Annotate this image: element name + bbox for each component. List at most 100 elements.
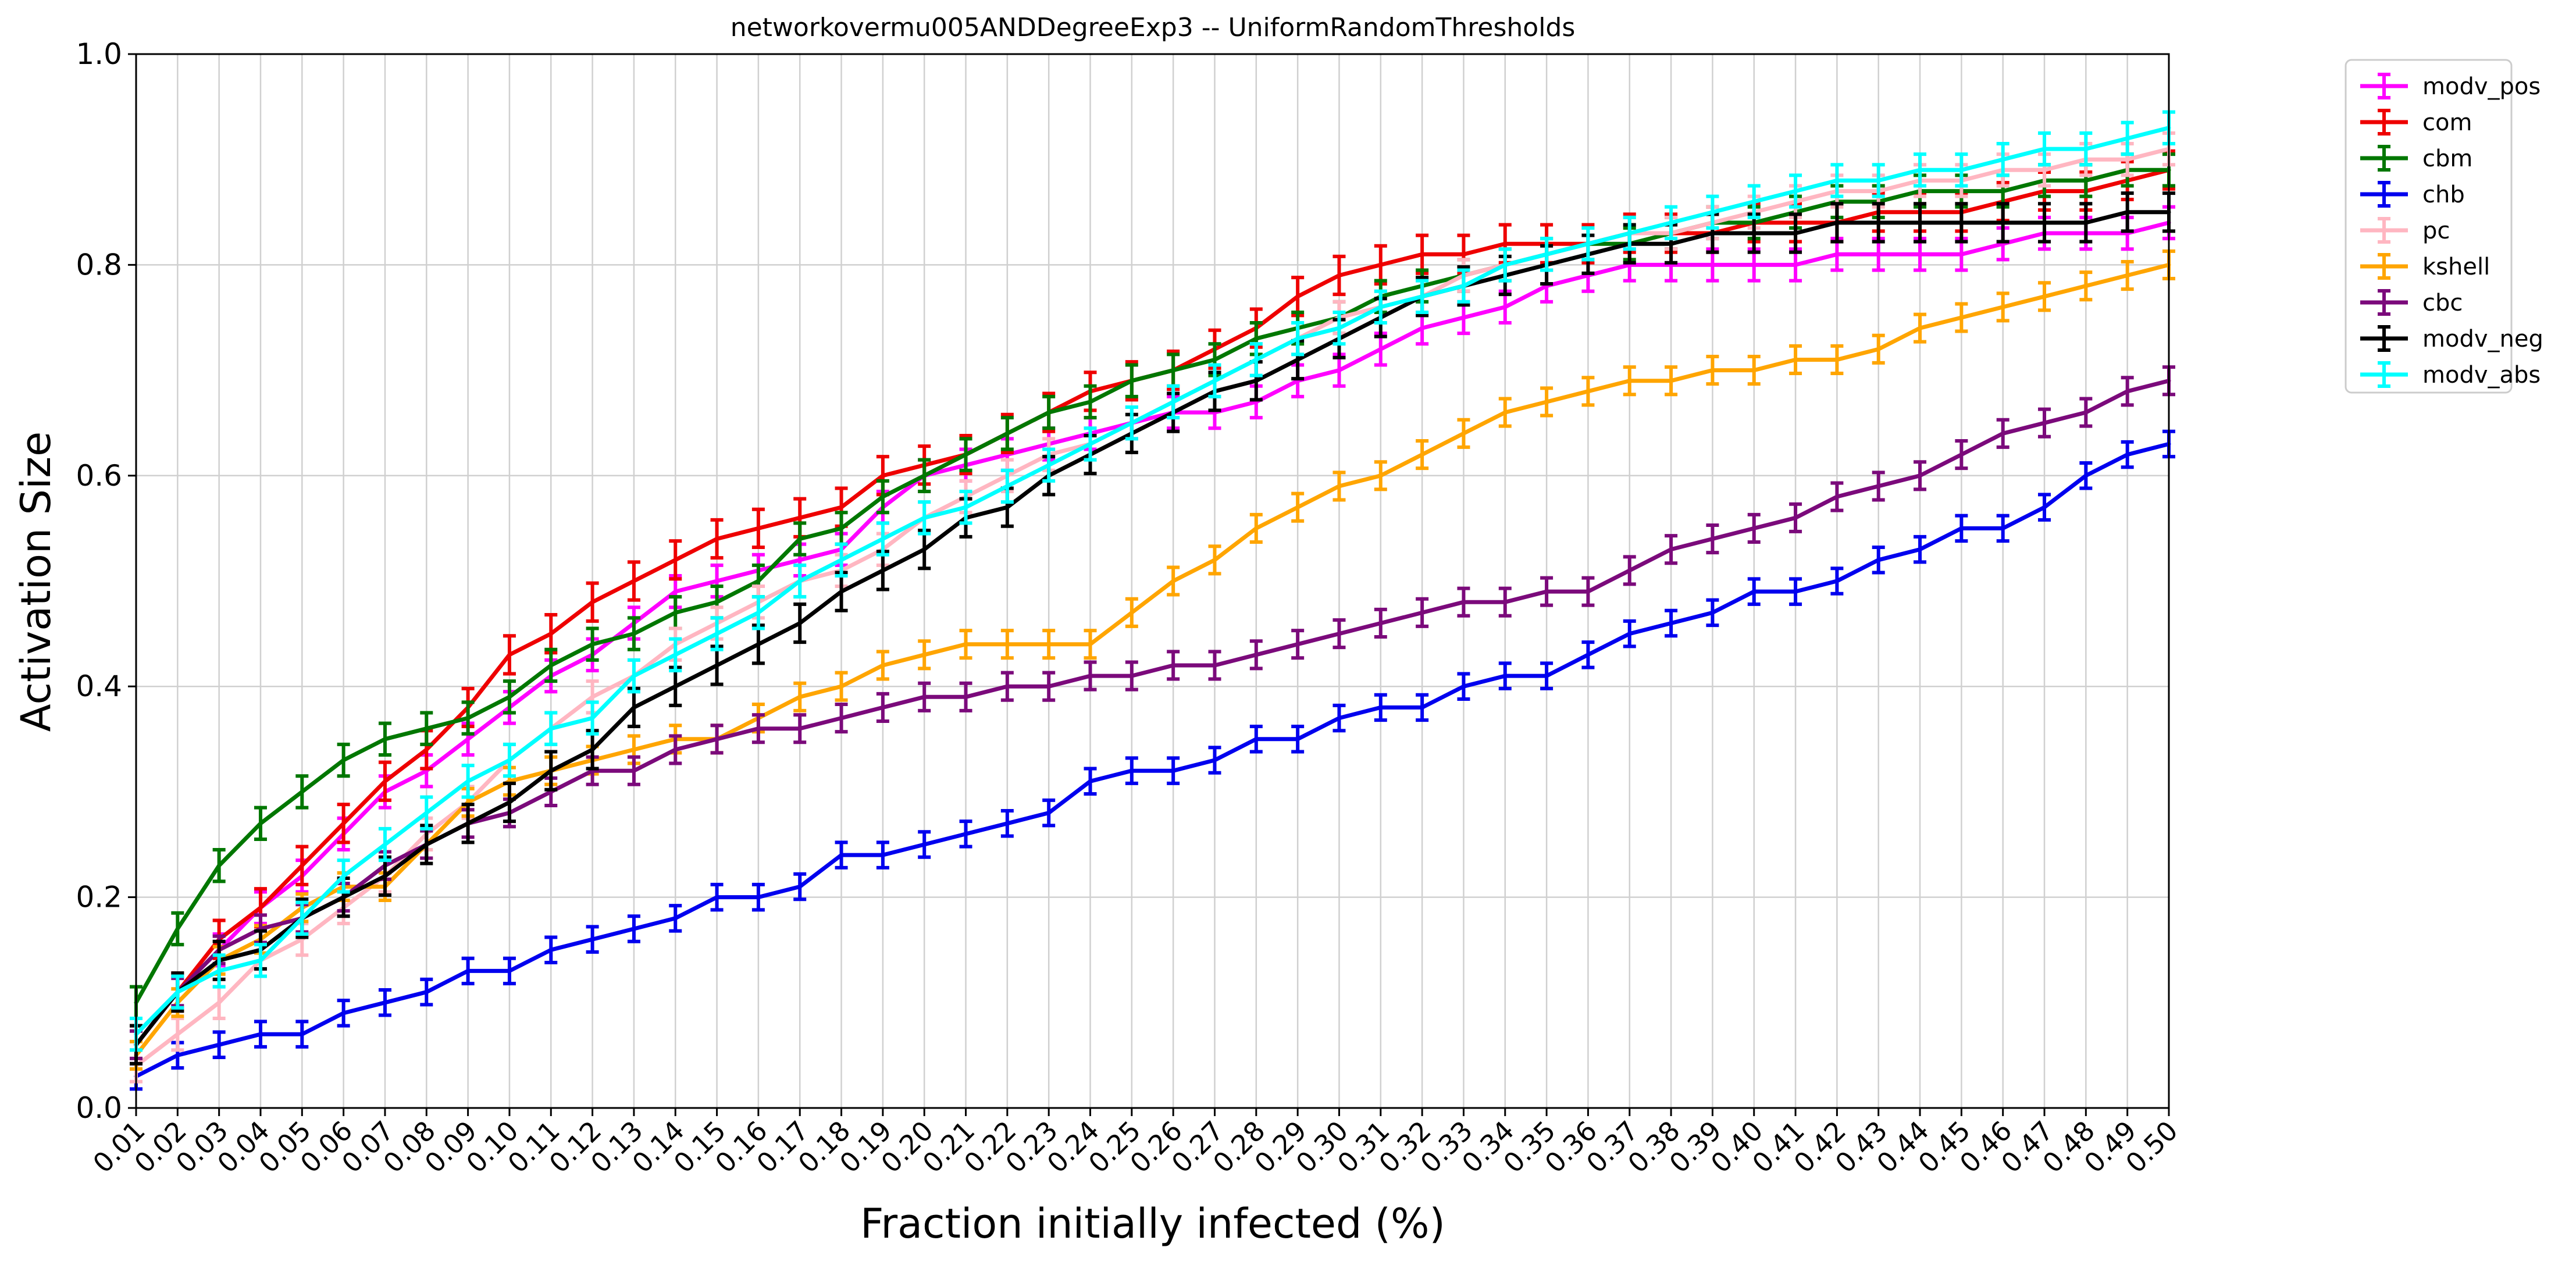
legend-item-cbm: cbm: [2360, 145, 2472, 172]
error-bar-kshell: [1830, 344, 1844, 376]
error-bar-modv_abs: [1830, 163, 1844, 198]
error-bar-cbc: [1374, 607, 1387, 639]
error-bar-kshell: [1125, 597, 1138, 628]
error-bar-cbm: [171, 911, 184, 947]
error-bar-chb: [835, 840, 848, 870]
legend-label: com: [2422, 109, 2472, 136]
error-bar-modv_abs: [171, 974, 184, 1010]
error-bar-chb: [461, 956, 475, 986]
error-bar-modv_abs: [1498, 247, 1512, 283]
error-bar-com: [586, 581, 599, 623]
error-bar-pc: [171, 1016, 184, 1052]
error-bar-cbc: [1540, 576, 1554, 607]
error-bar-chb: [1000, 809, 1014, 838]
error-bar-modv_abs: [669, 637, 682, 673]
error-bar-modv_abs: [1996, 142, 2010, 177]
error-bar-cbc: [1996, 418, 2010, 449]
error-bar-chb: [1581, 640, 1595, 669]
error-bar-cbc: [751, 713, 765, 744]
error-bar-modv_neg: [1872, 202, 1885, 244]
error-bar-modv_abs: [1291, 321, 1305, 357]
error-bar-modv_abs: [1084, 426, 1097, 462]
y-tick-label: 1.0: [76, 37, 122, 71]
error-bar-chb: [1789, 577, 1802, 606]
error-bar-modv_abs: [1581, 226, 1595, 262]
error-bar-chb: [1167, 756, 1180, 785]
error-bar-chb: [1332, 703, 1346, 733]
error-bar-chb: [1084, 767, 1097, 796]
error-bar-modv_abs: [212, 953, 226, 989]
legend-label: pc: [2422, 218, 2450, 244]
error-bar-cbm: [586, 626, 599, 662]
error-bar-cbc: [1623, 555, 1636, 586]
error-bar-chb: [1291, 725, 1305, 754]
error-bar-chb: [1872, 546, 1885, 575]
error-bar-modv_neg: [2121, 191, 2134, 233]
error-bar-chb: [586, 925, 599, 954]
error-bar-chb: [1914, 534, 1927, 564]
error-bar-modv_abs: [2038, 131, 2051, 167]
y-tick-label: 0.4: [76, 669, 122, 703]
error-bar-modv_abs: [420, 795, 433, 831]
error-bar-chb: [627, 914, 640, 943]
error-bar-kshell: [1540, 386, 1554, 418]
error-bar-cbc: [835, 703, 848, 734]
error-bar-kshell: [1249, 512, 1263, 544]
y-tick-label: 0.0: [76, 1091, 122, 1125]
error-bar-cbm: [627, 616, 640, 651]
error-bar-cbm: [254, 806, 267, 841]
y-axis-label: Activation Size: [12, 432, 60, 732]
error-bar-chb: [1374, 693, 1387, 722]
error-bar-chb: [1540, 661, 1554, 690]
error-bar-kshell: [2079, 270, 2093, 302]
y-tick-label: 0.6: [76, 459, 122, 493]
series-chb: [130, 429, 2175, 1091]
error-bar-kshell: [1914, 312, 1927, 344]
series-line-kshell: [134, 262, 2171, 1057]
error-bar-cbc: [1208, 650, 1221, 681]
error-bar-cbm: [793, 521, 807, 557]
error-bar-modv_abs: [835, 542, 848, 578]
legend-item-pc: pc: [2360, 217, 2450, 244]
legend-label: kshell: [2422, 254, 2490, 280]
error-bar-cbc: [627, 755, 640, 786]
error-bar-cbc: [1955, 439, 1968, 471]
error-bar-modv_abs: [1000, 468, 1014, 504]
legend-label: chb: [2422, 181, 2465, 208]
error-bar-chb: [254, 1020, 267, 1049]
legend-item-kshell: kshell: [2360, 253, 2490, 280]
error-bar-cbc: [1084, 660, 1097, 692]
error-bar-modv_abs: [1208, 363, 1221, 398]
error-bar-cbc: [2038, 407, 2051, 439]
legend-item-com: com: [2360, 109, 2472, 136]
legend-label: cbm: [2422, 145, 2472, 172]
error-bar-kshell: [2121, 259, 2134, 291]
error-bar-cbc: [1457, 586, 1470, 618]
legend-item-modv_pos: modv_pos: [2360, 73, 2541, 100]
series-layer: [130, 110, 2175, 1091]
error-bar-chb: [295, 1020, 309, 1049]
error-bar-cbm: [876, 479, 889, 515]
error-bar-modv_abs: [627, 658, 640, 694]
error-bar-kshell: [1706, 355, 1719, 386]
error-bar-modv_abs: [959, 489, 972, 525]
error-bar-cbm: [959, 437, 972, 472]
error-bar-cbm: [378, 721, 391, 757]
legend-label: modv_neg: [2422, 326, 2543, 352]
error-bar-modv_abs: [1872, 163, 1885, 198]
error-bar-chb: [420, 977, 433, 1007]
error-bar-cbc: [1872, 471, 1885, 502]
error-bar-cbc: [1332, 618, 1346, 650]
error-bar-chb: [1416, 693, 1429, 722]
error-bar-com: [627, 560, 640, 602]
error-bar-com: [503, 634, 516, 676]
error-bar-modv_neg: [1996, 202, 2010, 244]
error-bar-cbm: [212, 848, 226, 883]
plot-frame: [135, 53, 2170, 1109]
error-bar-com: [295, 844, 309, 886]
series-line-chb: [134, 441, 2171, 1079]
error-bar-kshell: [1996, 291, 2010, 323]
error-bar-cbc: [1125, 660, 1138, 692]
